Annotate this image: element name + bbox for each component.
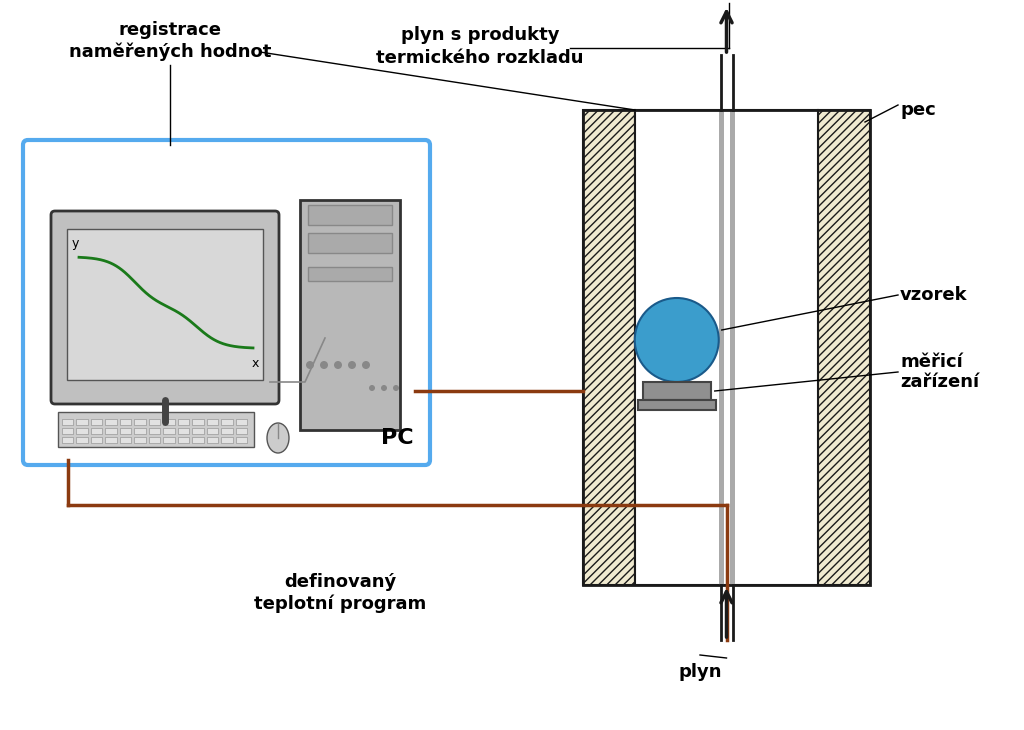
- Bar: [105, 419, 117, 425]
- Text: měřicí: měřicí: [900, 353, 963, 371]
- Bar: [221, 419, 232, 425]
- Bar: [58, 412, 254, 447]
- Bar: [62, 437, 74, 443]
- Bar: [77, 419, 88, 425]
- Bar: [643, 382, 711, 400]
- Text: termického rozkladu: termického rozkladu: [376, 49, 584, 67]
- Bar: [163, 428, 175, 434]
- Bar: [719, 110, 724, 585]
- Circle shape: [381, 385, 387, 391]
- Bar: [120, 428, 131, 434]
- Bar: [105, 428, 117, 434]
- Bar: [308, 233, 392, 253]
- Bar: [77, 437, 88, 443]
- Bar: [207, 428, 218, 434]
- Circle shape: [319, 361, 328, 369]
- Bar: [105, 437, 117, 443]
- Text: plyn: plyn: [678, 663, 722, 681]
- Bar: [134, 419, 145, 425]
- Bar: [638, 400, 716, 410]
- Bar: [134, 428, 145, 434]
- Bar: [635, 110, 818, 585]
- Text: x: x: [251, 357, 259, 370]
- Bar: [193, 419, 204, 425]
- Text: PC: PC: [381, 428, 414, 448]
- Circle shape: [306, 361, 314, 369]
- Bar: [62, 419, 74, 425]
- Circle shape: [348, 361, 356, 369]
- Bar: [221, 428, 232, 434]
- Text: zařízení: zařízení: [900, 373, 979, 391]
- Bar: [207, 419, 218, 425]
- Bar: [67, 229, 263, 380]
- FancyBboxPatch shape: [23, 140, 430, 465]
- Text: naměřených hodnot: naměřených hodnot: [69, 43, 271, 61]
- Circle shape: [334, 361, 342, 369]
- Bar: [300, 200, 400, 430]
- Bar: [134, 437, 145, 443]
- Bar: [236, 428, 247, 434]
- Text: teplotní program: teplotní program: [254, 595, 426, 613]
- Bar: [77, 428, 88, 434]
- Bar: [308, 267, 392, 281]
- Text: vzorek: vzorek: [900, 286, 968, 304]
- Circle shape: [635, 298, 719, 382]
- Bar: [583, 110, 870, 585]
- Bar: [120, 437, 131, 443]
- Bar: [120, 419, 131, 425]
- Ellipse shape: [267, 423, 289, 453]
- Bar: [236, 419, 247, 425]
- Bar: [207, 437, 218, 443]
- Bar: [148, 428, 160, 434]
- Text: y: y: [72, 237, 79, 250]
- Text: definovaný: definovaný: [284, 573, 396, 591]
- Bar: [178, 428, 189, 434]
- Bar: [163, 437, 175, 443]
- Bar: [91, 428, 102, 434]
- Bar: [91, 437, 102, 443]
- Bar: [62, 428, 74, 434]
- Bar: [193, 437, 204, 443]
- Text: plyn s produkty: plyn s produkty: [400, 26, 559, 44]
- Text: pec: pec: [900, 101, 936, 119]
- Bar: [193, 428, 204, 434]
- Bar: [148, 437, 160, 443]
- Bar: [136, 420, 194, 432]
- Bar: [583, 110, 635, 585]
- Bar: [818, 110, 870, 585]
- FancyBboxPatch shape: [51, 211, 279, 404]
- Text: registrace: registrace: [119, 21, 221, 39]
- Bar: [148, 419, 160, 425]
- Circle shape: [393, 385, 399, 391]
- Bar: [308, 205, 392, 225]
- Bar: [221, 437, 232, 443]
- Circle shape: [369, 385, 375, 391]
- Bar: [236, 437, 247, 443]
- Bar: [178, 419, 189, 425]
- Circle shape: [362, 361, 370, 369]
- Bar: [163, 419, 175, 425]
- Bar: [178, 437, 189, 443]
- Bar: [729, 110, 734, 585]
- Bar: [91, 419, 102, 425]
